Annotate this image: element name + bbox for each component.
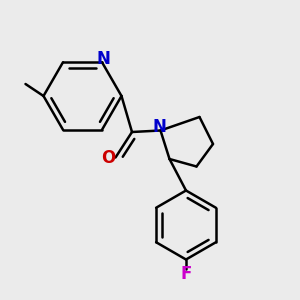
Text: N: N [153,118,167,136]
Text: F: F [180,265,192,283]
Text: N: N [97,50,110,68]
Text: O: O [101,149,115,167]
